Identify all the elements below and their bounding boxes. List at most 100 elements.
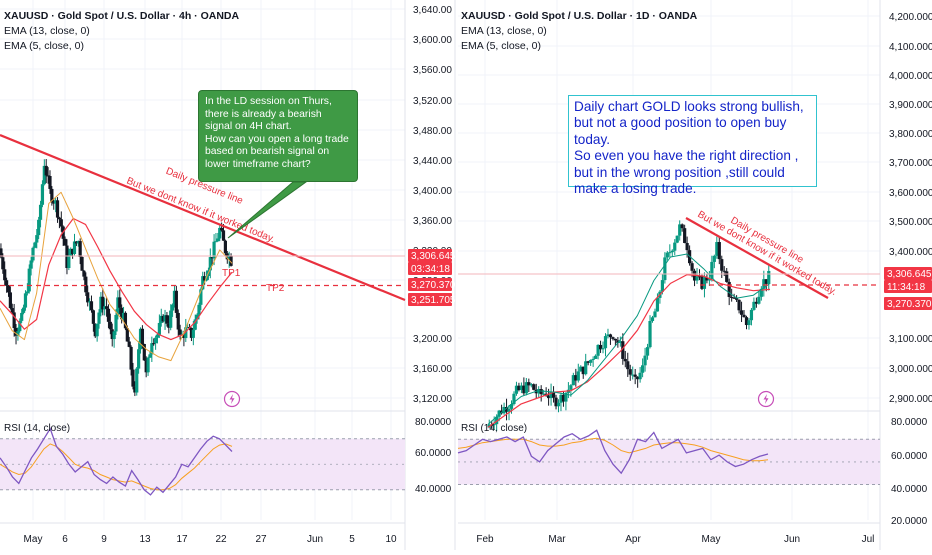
right-price-tag-level: 3,270.370 — [887, 299, 932, 310]
left-candle-body — [86, 292, 90, 303]
left-x-tick-label: 10 — [385, 534, 397, 545]
right-candle-body — [522, 385, 526, 394]
right-candles-group — [487, 220, 771, 432]
left-candle-body — [55, 200, 60, 218]
left-indicator-ema5[interactable]: EMA (5, close, 0) — [4, 40, 84, 52]
left-candle-body — [229, 256, 233, 266]
right-candle-body — [603, 336, 608, 349]
left-candle-body — [91, 310, 95, 324]
left-y-tick-label: 3,360.000 — [413, 216, 458, 227]
right-candle-body — [754, 301, 758, 304]
right-y-tick-label: 3,000.000 — [889, 364, 932, 375]
left-candle-body — [182, 334, 186, 338]
left-candle-body — [35, 235, 39, 243]
left-callout-pointer — [227, 181, 308, 239]
left-candle-body — [154, 337, 158, 344]
left-candle-body — [201, 276, 205, 290]
left-candle-body — [193, 319, 197, 330]
left-candle-body — [101, 296, 105, 310]
left-candle-body — [84, 276, 88, 293]
right-candle-body — [653, 311, 657, 318]
left-candle-body — [214, 241, 218, 243]
left-candle-body — [48, 175, 52, 189]
right-candle-body — [574, 375, 578, 381]
left-callout-note[interactable]: In the LD session on Thurs, there is alr… — [198, 90, 358, 182]
right-y-tick-label: 4,000.000 — [889, 71, 932, 82]
right-candle-body — [638, 372, 642, 380]
right-indicator-ema5[interactable]: EMA (5, close, 0) — [461, 40, 541, 52]
left-candle-body — [210, 257, 214, 259]
left-candle-body — [165, 315, 169, 324]
left-x-tick-label: 13 — [139, 534, 151, 545]
right-candle-body — [645, 347, 650, 356]
left-candle-body — [112, 331, 116, 340]
left-candle-body — [37, 219, 41, 236]
right-text-note[interactable]: Daily chart GOLD looks strong bullish, b… — [568, 95, 817, 196]
right-candle-body — [623, 358, 627, 362]
left-candle-body — [87, 301, 92, 303]
right-candle-body — [514, 385, 519, 394]
left-candle-body — [29, 260, 33, 269]
left-candle-body — [125, 328, 129, 342]
left-candle-body — [76, 241, 80, 244]
right-rsi-label[interactable]: RSI (14, close) — [461, 423, 528, 434]
right-candle-body — [554, 397, 558, 407]
right-candle-body — [564, 392, 568, 402]
left-candle-body — [135, 368, 139, 393]
left-candle-body — [0, 248, 3, 258]
left-candle-body — [18, 320, 22, 332]
left-callout-text: In the LD session on Thurs, there is alr… — [205, 96, 349, 170]
left-candle-body — [12, 312, 16, 329]
left-candle-body — [16, 331, 20, 336]
left-candle-body — [95, 323, 99, 337]
left-candle-body — [69, 248, 73, 257]
left-rsi-line — [0, 427, 233, 496]
right-candle-body — [759, 288, 763, 297]
left-candle-body — [59, 219, 63, 227]
right-x-tick-label: Jul — [862, 534, 875, 545]
left-candle-body — [71, 248, 75, 255]
left-candle-body — [10, 308, 14, 313]
right-candle-body — [650, 317, 655, 321]
left-candle-body — [150, 343, 154, 355]
left-candle-body — [33, 242, 37, 248]
left-candle-body — [184, 327, 188, 338]
left-candle-body — [161, 315, 165, 322]
left-rsi-label[interactable]: RSI (14, close) — [4, 423, 71, 434]
right-candle-body — [678, 224, 682, 236]
left-candle-body — [99, 296, 103, 313]
right-candle-body — [608, 334, 613, 338]
left-candle-body — [195, 314, 199, 320]
right-candle-body — [519, 385, 523, 391]
right-candle-body — [618, 341, 622, 343]
left-price-tag-current: 3,306.645 — [411, 251, 456, 262]
left-candle-body — [78, 241, 82, 258]
left-x-tick-label: May — [24, 534, 43, 545]
left-candle-body — [108, 321, 112, 330]
left-candle-body — [221, 230, 226, 241]
left-y-tick-label: 3,560.000 — [413, 65, 458, 76]
right-candle-body — [495, 416, 499, 425]
left-candle-body — [3, 269, 7, 281]
right-candle-body — [631, 374, 635, 376]
right-ema13-line — [487, 274, 771, 428]
right-candle-body — [668, 252, 672, 254]
right-candle-body — [596, 344, 600, 356]
left-indicator-ema13[interactable]: EMA (13, close, 0) — [4, 25, 90, 37]
left-price-tag-tp2: 3,251.705 — [411, 295, 456, 306]
right-candle-body — [665, 252, 669, 258]
right-candle-body — [722, 270, 726, 272]
left-candle-body — [191, 329, 195, 338]
right-candle-body — [715, 242, 719, 256]
left-candle-body — [167, 323, 171, 328]
right-candle-body — [576, 371, 580, 381]
right-candle-body — [648, 320, 652, 348]
right-candle-body — [606, 334, 610, 337]
right-y-tick-label: 3,500.000 — [889, 217, 932, 228]
right-candle-body — [529, 384, 533, 386]
left-candle-body — [67, 256, 71, 268]
right-candle-body — [524, 382, 528, 394]
right-countdown-tag-bg — [884, 280, 932, 293]
right-indicator-ema13[interactable]: EMA (13, close, 0) — [461, 25, 547, 37]
